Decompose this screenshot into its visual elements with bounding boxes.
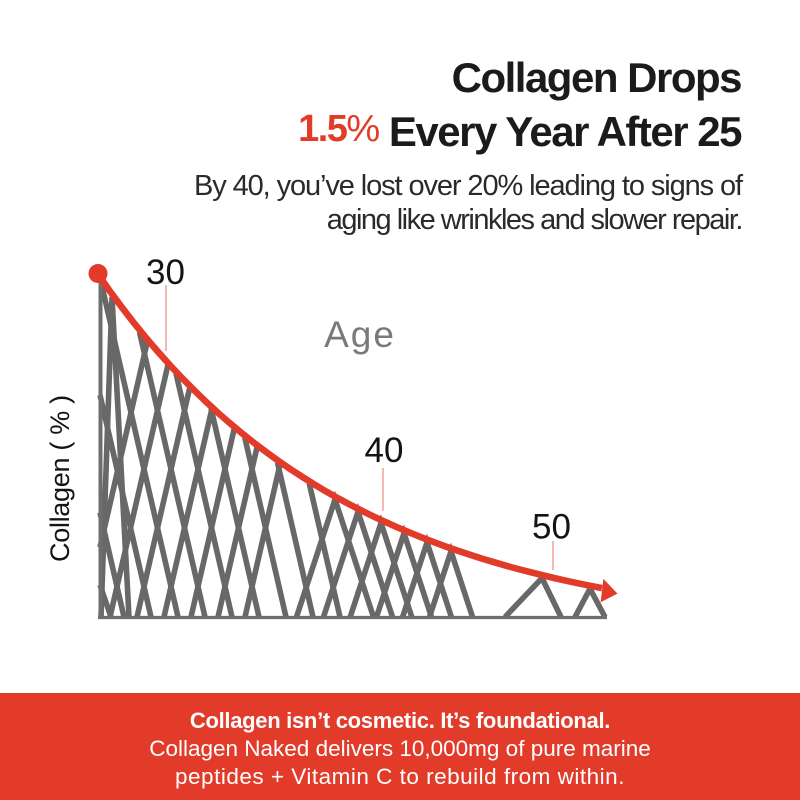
svg-text:Age: Age bbox=[324, 314, 396, 355]
svg-text:Collagen ( % ): Collagen ( % ) bbox=[45, 395, 75, 562]
svg-text:50: 50 bbox=[532, 508, 571, 547]
svg-text:40: 40 bbox=[365, 431, 404, 470]
svg-text:30: 30 bbox=[146, 253, 185, 292]
